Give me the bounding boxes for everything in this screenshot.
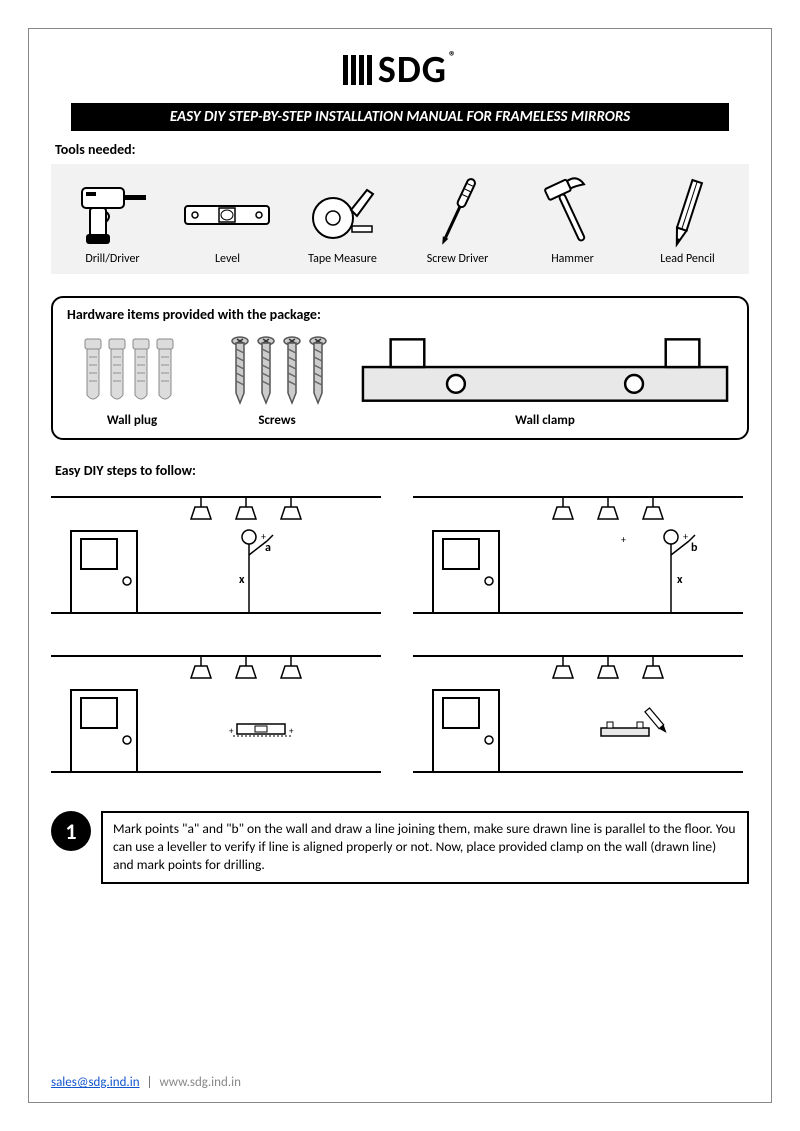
hardware-wall-plug: Wall plug <box>67 331 197 428</box>
logo-brand-text: SDG <box>378 47 447 93</box>
tool-label: Screw Driver <box>402 252 512 266</box>
logo-bars-icon <box>343 55 372 85</box>
level-icon <box>172 174 282 252</box>
hardware-label: Wall clamp <box>357 413 733 428</box>
tool-label: Drill/Driver <box>57 252 167 266</box>
footer-email-link[interactable]: sales@sdg.ind.in <box>51 1075 140 1090</box>
tool-label: Hammer <box>517 252 627 266</box>
tool-pencil: Lead Pencil <box>632 174 742 266</box>
step-instruction-text: Mark points "a" and "b" on the wall and … <box>101 811 749 884</box>
drill-icon <box>57 174 167 252</box>
footer-separator: | <box>146 1075 152 1090</box>
tool-tape: Tape Measure <box>287 174 397 266</box>
diagram-step-level: + + <box>51 644 387 789</box>
tool-screwdriver: Screw Driver <box>402 174 512 266</box>
svg-text:x: x <box>677 573 683 587</box>
tape-measure-icon <box>287 174 397 252</box>
svg-text:+: + <box>683 530 688 543</box>
svg-text:+: + <box>621 533 626 546</box>
footer-url: www.sdg.ind.in <box>159 1075 241 1090</box>
hardware-label: Screws <box>217 413 337 428</box>
diagram-step-b: + + b x <box>413 485 749 630</box>
step-1: 1 Mark points "a" and "b" on the wall an… <box>51 811 749 884</box>
diagram-step-a: + a x <box>51 485 387 630</box>
tool-label: Level <box>172 252 282 266</box>
tool-label: Tape Measure <box>287 252 397 266</box>
registered-mark: ® <box>449 48 457 65</box>
tool-level: Level <box>172 174 282 266</box>
hardware-panel: Hardware items provided with the package… <box>51 296 749 440</box>
screwdriver-icon <box>402 174 512 252</box>
title-bar: EASY DIY STEP-BY-STEP INSTALLATION MANUA… <box>71 103 729 131</box>
page-footer: sales@sdg.ind.in | www.sdg.ind.in <box>51 1075 241 1090</box>
tools-heading: Tools needed: <box>55 141 749 158</box>
svg-text:+: + <box>229 726 234 737</box>
hardware-screws: Screws <box>217 331 337 428</box>
screws-icon <box>217 331 337 413</box>
hardware-wall-clamp: Wall clamp <box>357 331 733 428</box>
pencil-icon <box>632 174 742 252</box>
wall-clamp-icon <box>357 331 733 413</box>
hardware-label: Wall plug <box>67 413 197 428</box>
svg-text:x: x <box>239 573 245 587</box>
hardware-heading: Hardware items provided with the package… <box>67 306 733 323</box>
tools-panel: Drill/Driver Level <box>51 164 749 274</box>
brand-logo: SDG® <box>51 47 749 93</box>
svg-text:a: a <box>265 541 271 555</box>
tool-drill: Drill/Driver <box>57 174 167 266</box>
step-number-badge: 1 <box>51 811 91 851</box>
tool-hammer: Hammer <box>517 174 627 266</box>
diagram-step-clamp <box>413 644 749 789</box>
wall-plug-icon <box>67 331 197 413</box>
hammer-icon <box>517 174 627 252</box>
svg-text:b: b <box>691 541 698 555</box>
diagram-grid: + a x + <box>51 485 749 789</box>
tool-label: Lead Pencil <box>632 252 742 266</box>
svg-text:+: + <box>289 726 294 737</box>
diy-heading: Easy DIY steps to follow: <box>55 462 749 479</box>
